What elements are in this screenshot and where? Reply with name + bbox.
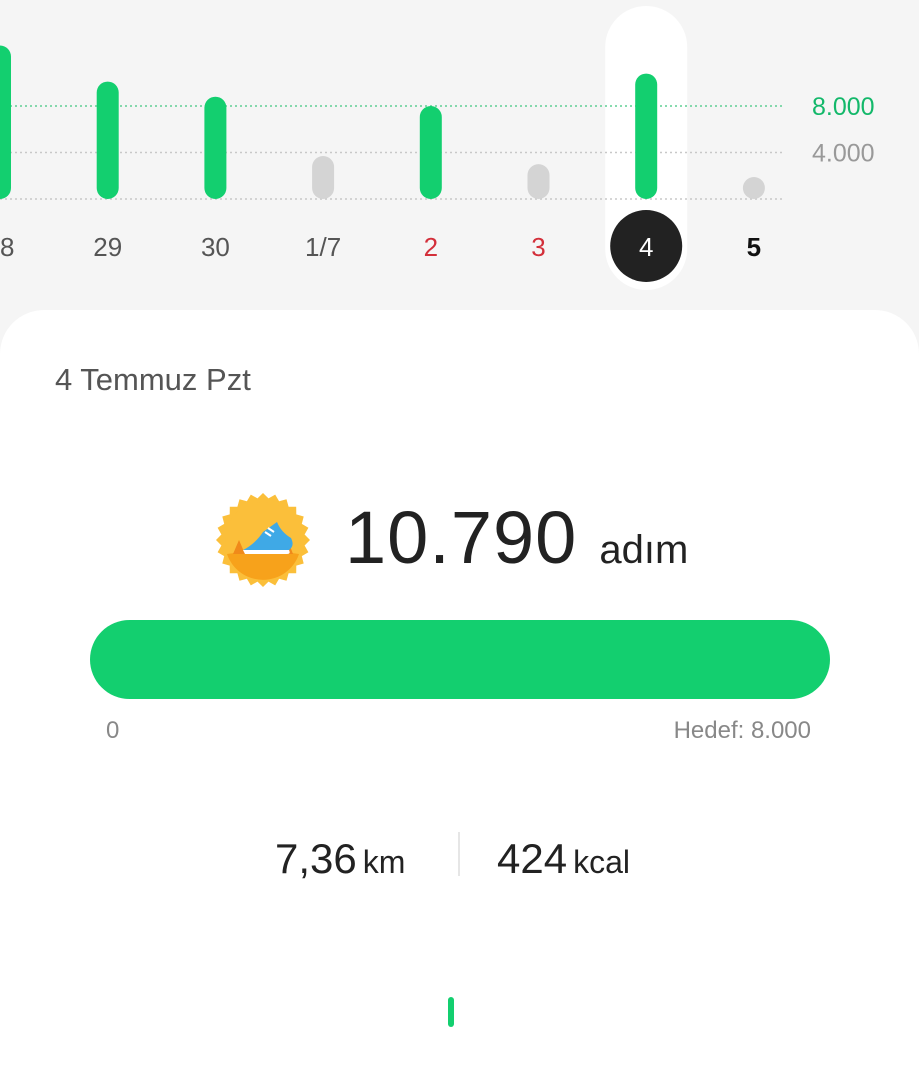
distance-stat: 7,36 km [275, 835, 405, 883]
progress-goal-label: Hedef: 8.000 [673, 717, 811, 744]
calories-value: 424 [497, 835, 568, 882]
x-tick-label[interactable]: 29 [93, 232, 122, 262]
bar-30[interactable] [204, 96, 227, 199]
bar-4[interactable] [635, 73, 658, 199]
step-count: 10.790 adım [345, 495, 688, 580]
x-tick-label[interactable]: 30 [201, 232, 230, 262]
distance-unit: km [362, 844, 406, 880]
distance-value: 7,36 [275, 835, 357, 882]
step-count-value: 10.790 [345, 496, 578, 579]
daily-steps-chart: 8.000 4.000 28 29 30 1/7 2 3 4 5 [0, 6, 875, 290]
progress-min-label: 0 [106, 717, 120, 744]
selected-day-marker [610, 210, 683, 282]
calories-stat: 424 kcal [497, 835, 630, 883]
running-shoe-badge-icon [216, 493, 310, 587]
step-unit: adım [599, 528, 689, 572]
bar-1/7[interactable] [312, 155, 335, 199]
calories-unit: kcal [573, 844, 630, 880]
bar-28[interactable] [0, 45, 11, 199]
x-tick-label[interactable]: 5 [747, 232, 761, 262]
bar-2[interactable] [419, 106, 442, 199]
goal-progress-fill [90, 620, 830, 699]
x-tick-label[interactable]: 2 [424, 232, 438, 262]
x-tick-label[interactable]: 4 [639, 232, 653, 262]
goal-progress-bar [90, 620, 830, 699]
x-tick-label[interactable]: 28 [0, 232, 14, 262]
x-tick-label[interactable]: 1/7 [305, 232, 341, 262]
bar-29[interactable] [96, 81, 119, 199]
x-tick-label[interactable]: 3 [531, 232, 545, 262]
stat-divider [458, 832, 460, 876]
hourly-chart-bar [448, 997, 454, 1027]
y-tick-label: 4.000 [812, 140, 875, 168]
bar-5[interactable] [742, 177, 765, 199]
bar-3[interactable] [527, 164, 550, 199]
selected-date: 4 Temmuz Pzt [55, 362, 251, 397]
y-tick-label: 8.000 [812, 93, 875, 121]
